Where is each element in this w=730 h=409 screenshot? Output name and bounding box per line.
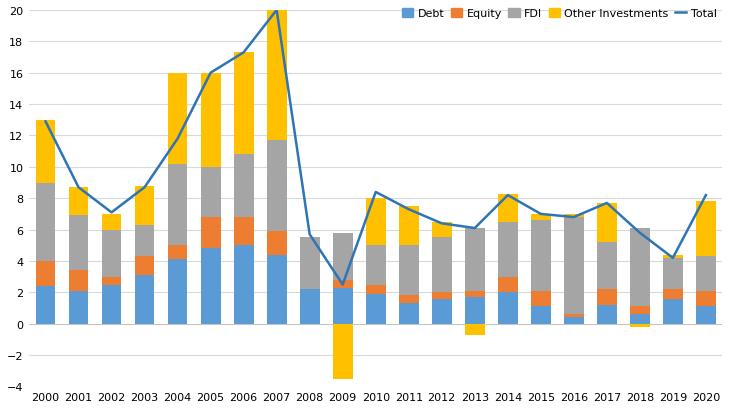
Bar bbox=[168, 74, 188, 164]
Bar bbox=[101, 277, 121, 285]
Bar bbox=[134, 275, 155, 324]
Bar bbox=[69, 188, 88, 216]
Bar bbox=[663, 290, 683, 299]
Bar bbox=[366, 246, 385, 285]
Bar bbox=[234, 218, 253, 246]
Bar bbox=[69, 271, 88, 291]
Bar bbox=[201, 249, 220, 324]
Bar bbox=[168, 260, 188, 324]
Bar bbox=[201, 167, 220, 218]
Bar bbox=[432, 238, 452, 293]
Bar bbox=[663, 255, 683, 258]
Bar bbox=[36, 261, 55, 286]
Bar bbox=[168, 164, 188, 246]
Bar bbox=[498, 194, 518, 222]
Bar bbox=[333, 324, 353, 379]
Bar bbox=[432, 222, 452, 238]
Bar bbox=[696, 256, 716, 291]
Bar bbox=[597, 305, 617, 324]
Bar bbox=[399, 303, 418, 324]
Bar bbox=[597, 290, 617, 305]
Bar bbox=[234, 53, 253, 155]
Bar bbox=[69, 291, 88, 324]
Bar bbox=[597, 243, 617, 290]
Bar bbox=[696, 291, 716, 307]
Bar bbox=[531, 307, 550, 324]
Bar bbox=[101, 285, 121, 324]
Bar bbox=[432, 299, 452, 324]
Bar bbox=[36, 121, 55, 183]
Bar bbox=[564, 214, 584, 218]
Legend: Debt, Equity, FDI, Other Investments, Total: Debt, Equity, FDI, Other Investments, To… bbox=[402, 9, 717, 19]
Bar bbox=[366, 285, 385, 294]
Bar bbox=[134, 186, 155, 225]
Bar bbox=[531, 291, 550, 307]
Bar bbox=[366, 294, 385, 324]
Bar bbox=[597, 203, 617, 243]
Bar bbox=[498, 293, 518, 324]
Bar bbox=[266, 231, 287, 255]
Bar bbox=[266, 255, 287, 324]
Bar bbox=[564, 315, 584, 318]
Bar bbox=[630, 315, 650, 324]
Bar bbox=[134, 225, 155, 256]
Bar bbox=[630, 307, 650, 315]
Bar bbox=[266, 11, 287, 141]
Bar bbox=[168, 246, 188, 260]
Bar bbox=[234, 155, 253, 218]
Bar bbox=[333, 280, 353, 288]
Bar bbox=[696, 202, 716, 256]
Bar bbox=[399, 207, 418, 246]
Bar bbox=[69, 216, 88, 271]
Bar bbox=[564, 318, 584, 324]
Bar bbox=[366, 199, 385, 246]
Bar bbox=[663, 299, 683, 324]
Bar bbox=[696, 307, 716, 324]
Bar bbox=[399, 246, 418, 296]
Bar bbox=[564, 218, 584, 315]
Bar bbox=[101, 214, 121, 230]
Bar bbox=[630, 229, 650, 307]
Bar bbox=[531, 214, 550, 220]
Bar bbox=[399, 296, 418, 303]
Bar bbox=[36, 183, 55, 261]
Bar bbox=[465, 229, 485, 291]
Bar bbox=[36, 286, 55, 324]
Bar bbox=[201, 74, 220, 167]
Bar bbox=[465, 324, 485, 335]
Bar bbox=[300, 290, 320, 324]
Bar bbox=[333, 288, 353, 324]
Bar bbox=[465, 291, 485, 297]
Bar bbox=[531, 220, 550, 291]
Bar bbox=[134, 256, 155, 275]
Bar bbox=[101, 230, 121, 277]
Bar bbox=[432, 293, 452, 299]
Bar bbox=[498, 277, 518, 293]
Bar bbox=[201, 218, 220, 249]
Bar bbox=[333, 233, 353, 280]
Bar bbox=[234, 246, 253, 324]
Bar bbox=[266, 141, 287, 231]
Bar bbox=[498, 222, 518, 277]
Bar bbox=[663, 258, 683, 290]
Bar bbox=[465, 297, 485, 324]
Bar bbox=[630, 324, 650, 327]
Bar bbox=[300, 238, 320, 290]
